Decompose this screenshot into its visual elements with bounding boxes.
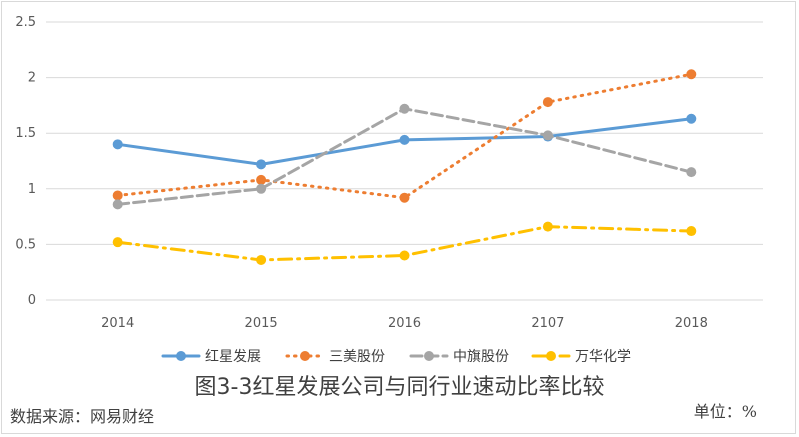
- x-tick-label: 2015: [245, 316, 278, 331]
- data-point: [256, 254, 267, 265]
- x-axis-labels: 2014 2015 2016 2107 2018: [101, 316, 708, 331]
- legend-marker-4: [546, 351, 556, 361]
- legend-label-3: 中旗股份: [453, 349, 509, 365]
- y-tick-label: 0: [28, 293, 36, 308]
- legend-marker-3: [424, 351, 434, 361]
- legend-label-4: 万华化学: [575, 349, 631, 365]
- y-axis-labels: 0 0.5 1 1.5 2 2.5: [15, 15, 36, 308]
- data-point: [256, 159, 267, 170]
- data-point: [112, 199, 123, 210]
- y-tick-label: 2: [28, 71, 36, 86]
- series-lines: [112, 69, 697, 265]
- data-point: [542, 97, 553, 108]
- data-point: [256, 183, 267, 194]
- data-point: [112, 139, 123, 150]
- x-tick-label: 2018: [675, 316, 708, 331]
- gridlines: [46, 21, 763, 301]
- data-point: [399, 192, 410, 203]
- data-point: [542, 130, 553, 141]
- data-point: [399, 134, 410, 145]
- data-point: [112, 190, 123, 201]
- chart-caption: 图3-3红星发展公司与同行业速动比率比较: [194, 375, 605, 400]
- y-tick-label: 0.5: [15, 237, 36, 252]
- unit-note: 单位：%: [693, 402, 757, 421]
- data-point: [686, 113, 697, 124]
- data-point: [686, 226, 697, 237]
- legend-marker-1: [176, 351, 186, 361]
- data-point: [112, 237, 123, 248]
- legend: 红星发展 三美股份 中旗股份 万华化学: [161, 349, 631, 365]
- x-tick-label: 2016: [388, 316, 421, 331]
- x-tick-label: 2107: [531, 316, 564, 331]
- data-point: [256, 174, 267, 185]
- data-point: [399, 250, 410, 261]
- x-tick-label: 2014: [101, 316, 134, 331]
- y-tick-label: 1: [28, 182, 36, 197]
- series-line-2: [116, 72, 693, 200]
- legend-label-1: 红星发展: [205, 349, 261, 365]
- data-point: [399, 103, 410, 114]
- legend-label-2: 三美股份: [329, 349, 385, 365]
- data-point: [686, 69, 697, 80]
- y-tick-label: 2.5: [15, 15, 36, 30]
- legend-marker-2: [300, 351, 310, 361]
- data-point: [686, 167, 697, 178]
- data-source-note: 数据来源：网易财经: [10, 407, 155, 426]
- data-point: [542, 221, 553, 232]
- y-tick-label: 1.5: [15, 126, 36, 141]
